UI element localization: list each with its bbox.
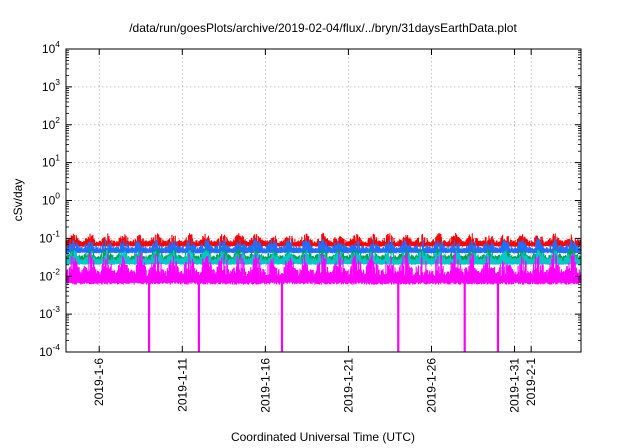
x-tick-label: 2019-1-26 (424, 358, 438, 413)
x-axis-label: Coordinated Universal Time (UTC) (231, 430, 415, 444)
y-tick-label: 104 (42, 39, 60, 56)
x-axis-ticks: 2019-1-6 2019-1-11 2019-1-16 2019-1-21 2019-… (92, 49, 538, 413)
x-tick-label: 2019-1-6 (92, 358, 106, 406)
y-tick-label: 10-2 (39, 266, 60, 283)
x-tick-label: 2019-2-1 (524, 358, 538, 406)
y-tick-label: 10-1 (39, 228, 60, 245)
series-layer (65, 232, 582, 352)
x-tick-label: 2019-1-21 (341, 358, 355, 413)
y-tick-label: 10-3 (39, 304, 60, 321)
x-gridlines (98, 49, 532, 352)
y-tick-label: 103 (42, 77, 60, 94)
chart-title: /data/run/goesPlots/archive/2019-02-04/f… (129, 21, 517, 35)
y-axis-label: cSv/day (11, 179, 25, 222)
y-tick-label: 100 (42, 191, 60, 208)
y-tick-label: 10-4 (39, 342, 60, 359)
y-tick-label: 102 (42, 115, 60, 132)
y-tick-label: 101 (42, 153, 60, 170)
x-tick-label: 2019-1-11 (175, 358, 189, 412)
x-tick-label: 2019-1-16 (258, 358, 272, 413)
plot-frame (65, 48, 582, 353)
x-tick-label: 2019-1-31 (508, 358, 522, 413)
